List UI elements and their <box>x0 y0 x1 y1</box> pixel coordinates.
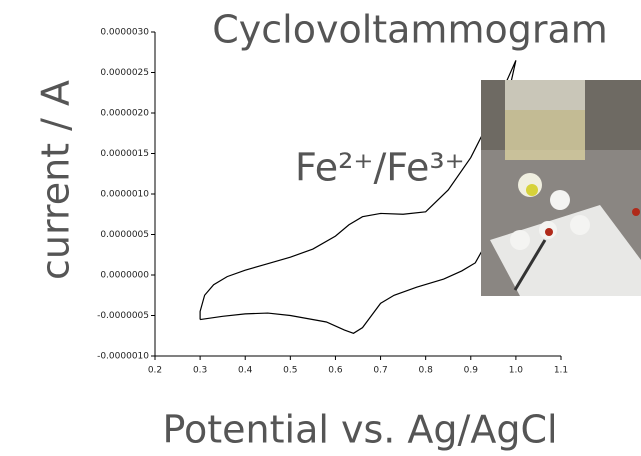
x-axis-label: Potential vs. Ag/AgCl <box>162 408 557 452</box>
x-tick-label: 1.1 <box>554 366 568 376</box>
y-tick-label: 0.0000015 <box>100 149 149 159</box>
y-tick-label: 0.0000025 <box>100 68 149 78</box>
chart-title: Cyclovoltammogram <box>212 8 608 52</box>
cv-curve <box>200 60 516 333</box>
y-tick-label: -0.0000005 <box>97 311 149 321</box>
y-tick-label: 0.0000000 <box>100 271 149 281</box>
chart: -0.0000010 -0.0000005 0.0000000 0.0000005 0.… <box>0 0 641 456</box>
y-tick-label: 0.0000030 <box>100 28 149 38</box>
y-tick-label: 0.0000010 <box>100 190 149 200</box>
x-tick-label: 0.6 <box>328 366 343 376</box>
x-tick-label: 1.0 <box>509 366 524 376</box>
x-tick-label: 0.3 <box>193 366 207 376</box>
y-tick-label: 0.0000020 <box>100 109 149 119</box>
photo-inset <box>481 80 641 296</box>
x-tick-label: 0.8 <box>419 366 434 376</box>
annotation: Fe²⁺/Fe³⁺ <box>295 146 465 190</box>
x-tick-label: 0.4 <box>238 366 253 376</box>
x-tick-label: 0.9 <box>464 366 479 376</box>
x-tick-label: 0.2 <box>148 366 162 376</box>
x-tick-label: 0.7 <box>373 366 387 376</box>
y-axis-label: current / A <box>34 80 78 280</box>
x-tick-label: 0.5 <box>283 366 297 376</box>
y-tick-label: -0.0000010 <box>97 352 149 362</box>
y-tick-label: 0.0000005 <box>100 230 149 240</box>
